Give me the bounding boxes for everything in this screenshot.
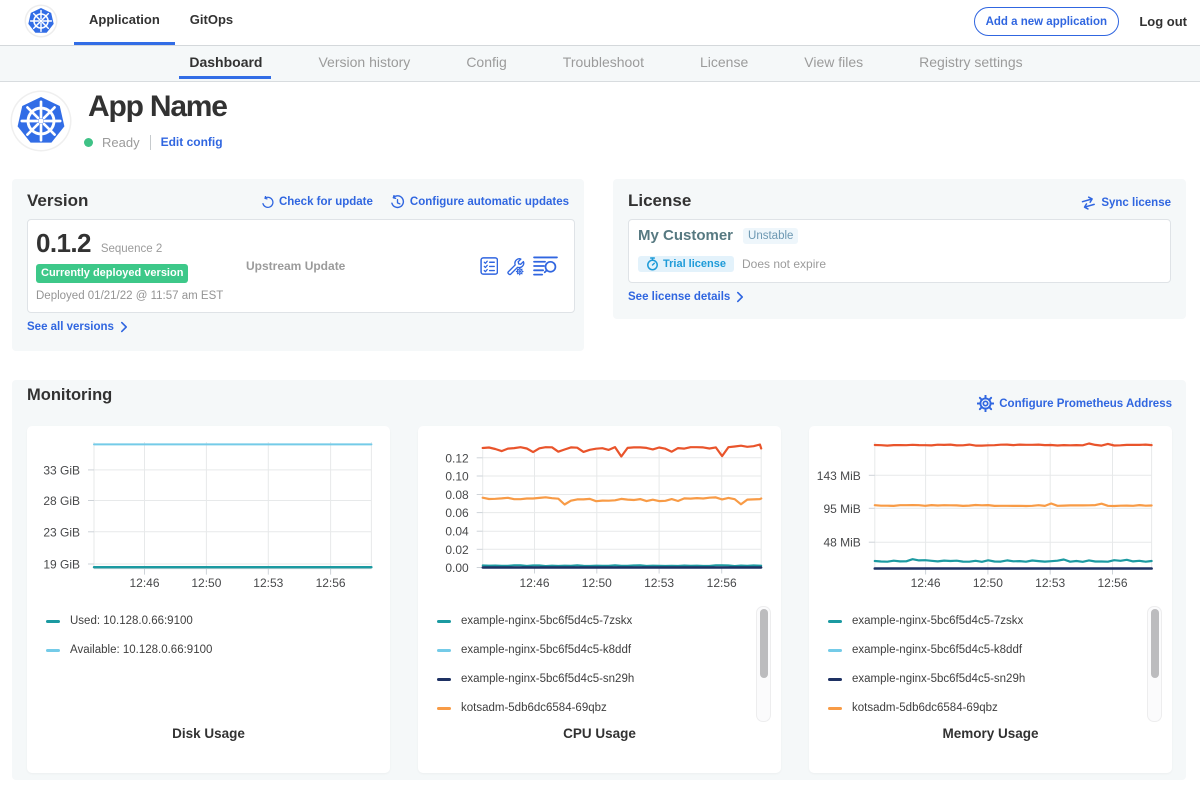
svg-text:12:53: 12:53 <box>1035 576 1065 590</box>
svg-text:12:56: 12:56 <box>1097 576 1127 590</box>
svg-text:12:50: 12:50 <box>191 576 221 590</box>
svg-text:0.12: 0.12 <box>445 451 469 465</box>
svg-text:12:46: 12:46 <box>911 576 941 590</box>
svg-text:0.06: 0.06 <box>445 506 469 520</box>
svg-text:12:53: 12:53 <box>253 576 283 590</box>
svg-text:12:56: 12:56 <box>316 576 346 590</box>
svg-text:143 MiB: 143 MiB <box>817 469 861 483</box>
svg-text:0.04: 0.04 <box>445 525 469 539</box>
svg-text:0.02: 0.02 <box>445 543 469 557</box>
svg-text:12:56: 12:56 <box>707 576 737 590</box>
svg-text:12:46: 12:46 <box>129 576 159 590</box>
svg-text:12:46: 12:46 <box>519 576 549 590</box>
svg-text:33 GiB: 33 GiB <box>43 463 80 477</box>
svg-text:12:50: 12:50 <box>973 576 1003 590</box>
svg-text:0.08: 0.08 <box>445 488 469 502</box>
svg-text:28 GiB: 28 GiB <box>43 494 80 508</box>
svg-text:23 GiB: 23 GiB <box>43 525 80 539</box>
svg-text:12:50: 12:50 <box>582 576 612 590</box>
svg-text:48 MiB: 48 MiB <box>823 536 860 550</box>
svg-text:19 GiB: 19 GiB <box>43 558 80 572</box>
svg-text:12:53: 12:53 <box>644 576 674 590</box>
svg-text:0.00: 0.00 <box>445 561 469 575</box>
svg-text:95 MiB: 95 MiB <box>823 502 860 516</box>
svg-text:0.10: 0.10 <box>445 470 469 484</box>
